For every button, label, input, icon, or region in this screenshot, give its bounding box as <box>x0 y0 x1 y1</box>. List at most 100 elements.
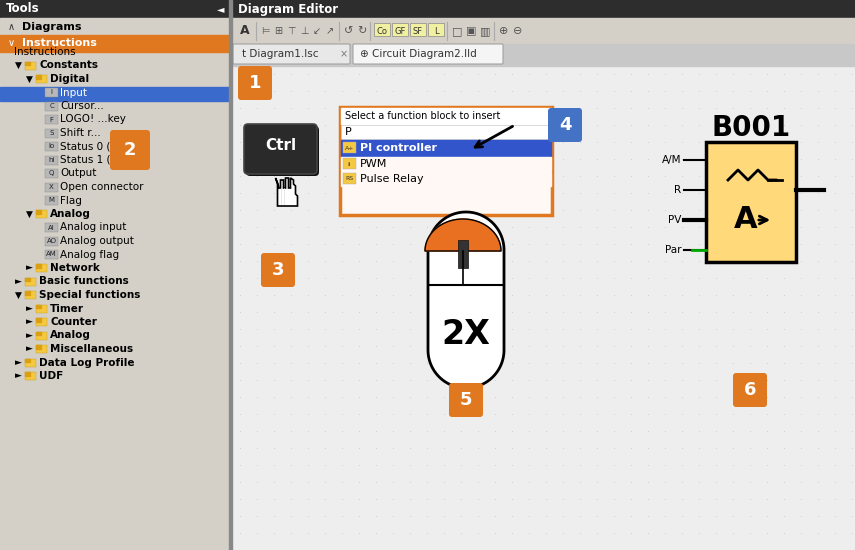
Bar <box>341 140 551 156</box>
Text: UDF: UDF <box>39 371 63 381</box>
Text: ▥: ▥ <box>480 26 491 36</box>
Bar <box>341 108 551 124</box>
Text: ↗: ↗ <box>326 26 334 36</box>
FancyBboxPatch shape <box>238 66 272 100</box>
Bar <box>458 240 468 268</box>
Text: PI controller: PI controller <box>360 143 437 153</box>
Text: ▣: ▣ <box>466 26 476 36</box>
Bar <box>45 236 58 245</box>
Bar <box>45 196 58 205</box>
Text: Network: Network <box>50 263 100 273</box>
Text: Constants: Constants <box>39 60 98 70</box>
Text: PV: PV <box>668 215 681 225</box>
Bar <box>36 75 41 79</box>
Bar <box>36 264 47 272</box>
Text: 1: 1 <box>249 74 262 92</box>
Bar <box>343 158 356 169</box>
Bar <box>36 264 41 267</box>
Bar <box>229 0 232 550</box>
Bar <box>0 0 229 550</box>
Text: AM: AM <box>46 251 57 257</box>
Bar <box>232 18 855 44</box>
Text: ⊖: ⊖ <box>513 26 522 36</box>
Text: C: C <box>49 103 54 109</box>
Text: AI: AI <box>48 224 55 230</box>
Bar <box>45 223 58 232</box>
Bar <box>0 35 229 52</box>
Bar <box>36 305 41 308</box>
Bar <box>36 210 47 218</box>
Bar <box>36 75 47 83</box>
Bar <box>45 156 58 164</box>
Text: S: S <box>50 130 54 136</box>
FancyBboxPatch shape <box>548 108 582 142</box>
Text: B001: B001 <box>711 114 791 142</box>
Text: ▼: ▼ <box>15 61 22 70</box>
Text: Miscellaneous: Miscellaneous <box>50 344 133 354</box>
Text: LOGO! ...key: LOGO! ...key <box>60 114 126 124</box>
Text: Digital: Digital <box>50 74 89 84</box>
Text: ◄: ◄ <box>217 4 225 14</box>
Bar <box>0 18 229 35</box>
Bar <box>45 183 58 191</box>
Text: hi: hi <box>48 157 55 163</box>
Text: ↻: ↻ <box>357 26 367 36</box>
FancyBboxPatch shape <box>244 124 317 174</box>
Text: ⊨: ⊨ <box>261 26 269 36</box>
Bar <box>25 278 30 281</box>
Text: Diagrams: Diagrams <box>22 21 81 31</box>
Text: X: X <box>49 184 54 190</box>
Bar <box>410 23 426 36</box>
Text: F: F <box>50 117 54 123</box>
Text: PWM: PWM <box>360 159 387 169</box>
Text: Analog: Analog <box>50 209 91 219</box>
Text: ▼: ▼ <box>26 74 32 84</box>
Bar <box>25 291 36 299</box>
Text: Diagram Editor: Diagram Editor <box>238 3 338 15</box>
Text: ↙: ↙ <box>313 26 321 36</box>
Text: ►: ► <box>26 331 32 340</box>
Text: lo: lo <box>49 144 55 150</box>
Text: P: P <box>345 127 351 137</box>
Text: 5: 5 <box>460 391 472 409</box>
Text: Instructions: Instructions <box>14 47 75 57</box>
Text: 6: 6 <box>744 381 757 399</box>
Text: ⊕ Circuit Diagram2.lld: ⊕ Circuit Diagram2.lld <box>360 49 477 59</box>
Polygon shape <box>275 178 298 206</box>
Text: Timer: Timer <box>50 304 84 313</box>
Text: Analog flag: Analog flag <box>60 250 119 260</box>
Text: A+: A+ <box>345 146 354 151</box>
Bar <box>36 305 47 312</box>
Text: ×: × <box>340 49 348 59</box>
Bar <box>36 318 41 322</box>
Bar <box>25 62 36 69</box>
Text: Status 0 (low): Status 0 (low) <box>60 141 133 151</box>
Text: ►: ► <box>26 304 32 313</box>
Bar <box>25 62 30 65</box>
Text: ii: ii <box>348 162 351 167</box>
Text: L: L <box>433 26 439 36</box>
Text: Pulse Relay: Pulse Relay <box>360 174 423 184</box>
Text: GF: GF <box>394 26 405 36</box>
FancyBboxPatch shape <box>246 126 319 176</box>
FancyBboxPatch shape <box>233 44 350 64</box>
Bar <box>374 23 390 36</box>
Text: ►: ► <box>26 263 32 272</box>
Text: ►: ► <box>15 277 22 286</box>
Bar <box>706 142 796 262</box>
Bar <box>25 278 36 285</box>
Bar <box>341 172 551 186</box>
Bar <box>343 142 356 153</box>
Text: ►: ► <box>15 371 22 381</box>
Text: A: A <box>734 206 758 234</box>
Bar <box>428 23 444 36</box>
Text: AO: AO <box>46 238 56 244</box>
Text: Input: Input <box>60 87 87 97</box>
Text: 2X: 2X <box>441 318 491 351</box>
Bar <box>25 372 36 380</box>
Bar <box>36 345 47 353</box>
Text: Basic functions: Basic functions <box>39 277 129 287</box>
FancyBboxPatch shape <box>261 253 295 287</box>
Text: A/M: A/M <box>662 155 681 165</box>
Text: Analog input: Analog input <box>60 223 127 233</box>
